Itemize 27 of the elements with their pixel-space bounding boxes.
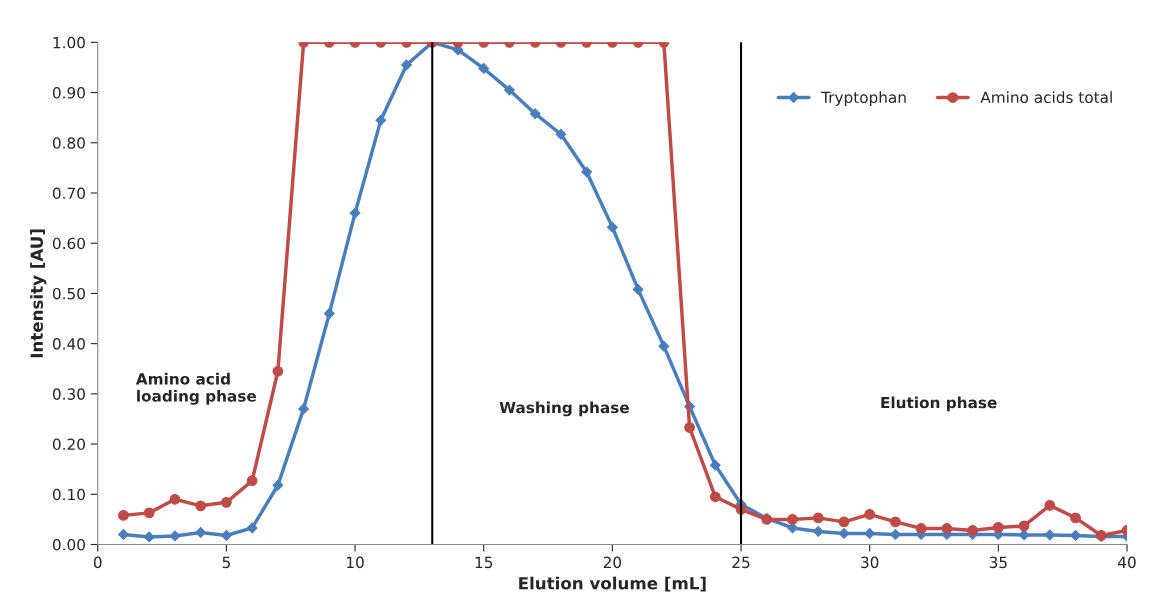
- annotation: Elution phase: [881, 396, 997, 412]
- x-tick-label: 5: [222, 556, 230, 569]
- y-tick-label: 0.30: [52, 388, 85, 400]
- x-tick-label: 40: [1118, 556, 1136, 569]
- annotation: Amino acid loading phase: [135, 372, 257, 405]
- x-axis-title: Elution volume [mL]: [519, 576, 706, 592]
- annotation: Washing phase: [499, 401, 629, 417]
- x-tick-label: 35: [989, 556, 1007, 569]
- y-tick-label: 0.40: [52, 338, 85, 350]
- x-tick-label: 15: [475, 556, 493, 569]
- y-tick-label: 0.70: [52, 187, 85, 200]
- x-tick-label: 30: [861, 556, 879, 569]
- legend-label: Amino acids total: [980, 91, 1112, 104]
- x-tick-label: 20: [603, 556, 622, 569]
- x-tick-label: 0: [93, 556, 102, 569]
- y-tick-label: 0.80: [52, 137, 85, 149]
- y-tick-label: 1.00: [53, 36, 85, 49]
- y-tick-label: 0.10: [52, 488, 85, 501]
- y-tick-label: 0.90: [52, 87, 85, 99]
- y-tick-label: 0.50: [52, 287, 85, 300]
- y-tick-label: 0.00: [52, 538, 85, 551]
- legend-label: Tryptophan: [821, 91, 906, 107]
- y-tick-label: 0.20: [52, 438, 85, 451]
- y-axis-title: Intensity [AU]: [30, 229, 47, 358]
- y-tick-label: 0.60: [52, 237, 85, 250]
- x-tick-label: 25: [732, 556, 750, 569]
- x-tick-label: 10: [347, 556, 364, 569]
